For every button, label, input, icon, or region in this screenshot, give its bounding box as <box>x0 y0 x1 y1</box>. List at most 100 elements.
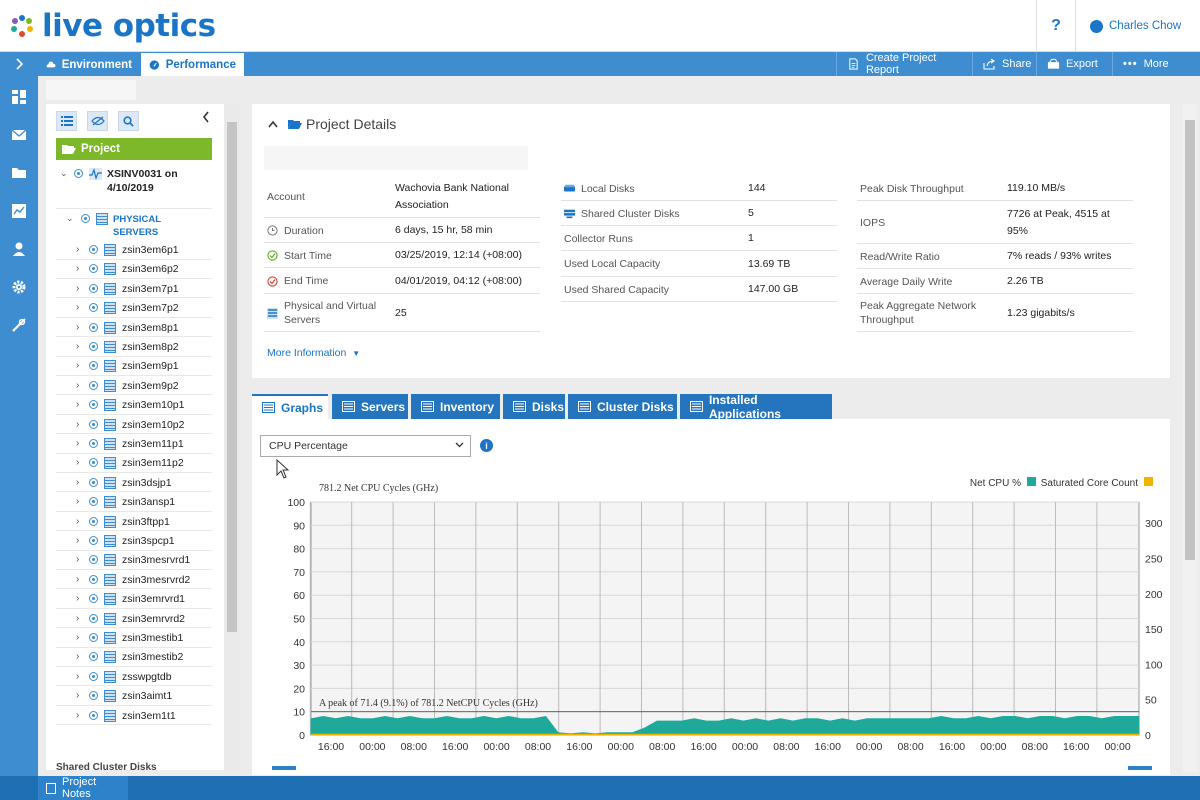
tree-server-node[interactable]: › zsin3dsjp1 <box>56 473 212 493</box>
rail-settings[interactable] <box>0 268 38 306</box>
tree-server-node[interactable]: › zsin3em8p2 <box>56 337 212 357</box>
create-project-report-label: Create Project Report <box>865 52 937 76</box>
tree-server-node[interactable]: › zsin3em7p1 <box>56 279 212 299</box>
x-tick-label: 16:00 <box>318 741 344 753</box>
tab-inventory[interactable]: Inventory <box>411 394 500 419</box>
tree-server-node[interactable]: › zsin3mesrvrd2 <box>56 570 212 590</box>
tree-server-node[interactable]: › zsin3em8p1 <box>56 318 212 338</box>
list-view-button[interactable] <box>56 111 77 131</box>
user-menu-button[interactable]: Charles Chow <box>1090 0 1181 52</box>
tree-server-node[interactable]: › zsin3em10p2 <box>56 415 212 435</box>
tree-server-node[interactable]: › zsin3mestib1 <box>56 628 212 648</box>
tree-server-label: zsin3mestib2 <box>122 651 184 664</box>
server-icon <box>104 515 116 528</box>
dashboard-icon <box>12 90 26 104</box>
rail-tools[interactable] <box>0 306 38 344</box>
rail-folder[interactable] <box>0 154 38 192</box>
share-button[interactable]: Share <box>972 52 1036 76</box>
project-notes-button[interactable]: Project Notes <box>38 776 128 800</box>
chevron-right-icon: › <box>76 282 80 294</box>
tree-server-node[interactable]: › zsin3mesrvrd1 <box>56 550 212 570</box>
tree-server-node[interactable]: › zsin3emrvrd1 <box>56 589 212 609</box>
tree-server-node[interactable]: › zsin3em7p2 <box>56 298 212 318</box>
tab-servers[interactable]: Servers <box>332 394 408 419</box>
document-icon <box>849 58 858 70</box>
tree-server-label: zsin3em7p2 <box>122 302 179 315</box>
server-icon <box>342 401 355 412</box>
tree-server-node[interactable]: › zsin3em9p2 <box>56 376 212 396</box>
radio-icon <box>89 245 98 254</box>
eye-slash-icon <box>90 116 105 126</box>
tree-project-node[interactable]: Project <box>56 138 212 160</box>
hide-button[interactable] <box>87 111 108 131</box>
tree-server-node[interactable]: › zsin3em6p2 <box>56 259 212 279</box>
tree-collector-node[interactable]: ⌄ XSINV0031 on 4/10/2019 <box>58 166 218 196</box>
sidebar-expand-button[interactable] <box>0 52 38 76</box>
y-left-tick-label: 60 <box>293 590 305 602</box>
tree-server-node[interactable]: › zsin3emrvrd2 <box>56 609 212 629</box>
main-scroll-thumb[interactable] <box>1185 120 1195 560</box>
tab-disks[interactable]: Disks <box>503 394 565 419</box>
x-tick-label: 00:00 <box>608 741 634 753</box>
y-left-tick-label: 50 <box>293 614 305 626</box>
series-net-cpu-area <box>310 715 1140 736</box>
x-tick-label: 00:00 <box>483 741 509 753</box>
tree-server-node[interactable]: › zsin3em11p1 <box>56 434 212 454</box>
main-scrollbar[interactable] <box>1183 104 1197 772</box>
tree-server-label: zsin3aimt1 <box>122 690 173 703</box>
export-button[interactable]: Export <box>1036 52 1112 76</box>
tree-group-physical-servers[interactable]: ⌄ PHYSICAL SERVERS <box>56 208 212 240</box>
tab-performance[interactable]: Performance <box>141 53 244 76</box>
y-left-tick-label: 100 <box>287 497 305 509</box>
rail-chart[interactable] <box>0 192 38 230</box>
chevron-down-icon <box>455 442 464 448</box>
more-information-link[interactable]: More Information ▼ <box>267 347 360 359</box>
tab-graphs[interactable]: Graphs <box>252 394 328 419</box>
tree-server-node[interactable]: › zsswpgtdb <box>56 667 212 687</box>
info-icon[interactable]: i <box>480 439 493 452</box>
radio-icon <box>89 439 98 448</box>
server-icon <box>104 457 116 470</box>
live-optics-logo[interactable]: live optics <box>8 8 216 44</box>
create-project-report-button[interactable]: Create Project Report <box>836 52 972 76</box>
chevron-right-icon: › <box>76 535 80 546</box>
tree-server-node[interactable]: › zsin3aimt1 <box>56 686 212 706</box>
tree-server-node[interactable]: › zsin3em11p2 <box>56 453 212 473</box>
rail-mail[interactable] <box>0 116 38 154</box>
project-details-header[interactable]: Project Details <box>268 116 396 132</box>
tab-cluster-disks[interactable]: Cluster Disks <box>568 394 677 419</box>
user-icon <box>13 242 25 256</box>
metric-select[interactable]: CPU Percentage <box>260 435 471 457</box>
tree-server-node[interactable]: › zsin3mestib2 <box>56 647 212 667</box>
more-button[interactable]: ••• More <box>1112 52 1184 76</box>
help-button[interactable]: ? <box>1036 0 1076 52</box>
chevron-left-icon <box>202 111 209 123</box>
tree-server-node[interactable]: › zsin3em10p1 <box>56 395 212 415</box>
tab-environment-label: Environment <box>61 58 132 71</box>
tab-environment[interactable]: Environment <box>38 53 140 76</box>
detail-key: IOPS <box>860 216 886 229</box>
rail-user[interactable] <box>0 230 38 268</box>
tree-server-node[interactable]: › zsin3em6p1 <box>56 240 212 260</box>
radio-icon <box>89 555 98 565</box>
tab-installed-applications[interactable]: Installed Applications <box>680 393 832 421</box>
y-right-tick-label: 300 <box>1145 518 1163 530</box>
tree-scrollbar[interactable] <box>224 104 240 770</box>
tree-scroll-thumb[interactable] <box>227 122 237 632</box>
tree-server-node[interactable]: › zsin3em9p1 <box>56 356 212 376</box>
detail-row: Average Daily Write 2.26 TB <box>857 269 1133 294</box>
tree-search-button[interactable] <box>118 111 139 131</box>
x-tick-label: 16:00 <box>566 741 592 753</box>
tree-server-node[interactable]: › zsin3spcp1 <box>56 531 212 551</box>
tree-server-node[interactable]: › zsin3ansp1 <box>56 492 212 512</box>
tree-server-label: zsin3mesrvrd1 <box>122 554 191 567</box>
detail-value: 1 <box>748 232 754 244</box>
tree-group-label: PHYSICAL SERVERS <box>113 214 161 238</box>
tree-server-label: zsin3dsjp1 <box>122 476 172 489</box>
tree-server-node[interactable]: › zsin3ftpp1 <box>56 512 212 532</box>
rail-dashboard[interactable] <box>0 78 38 116</box>
tree-shared-cluster-node[interactable]: Shared Cluster Disks <box>56 762 157 770</box>
tree-server-node[interactable]: › zsin3em1t1 <box>56 706 212 726</box>
collapse-tree-button[interactable] <box>202 110 210 126</box>
tree-server-label: zsin3em8p2 <box>122 341 179 353</box>
